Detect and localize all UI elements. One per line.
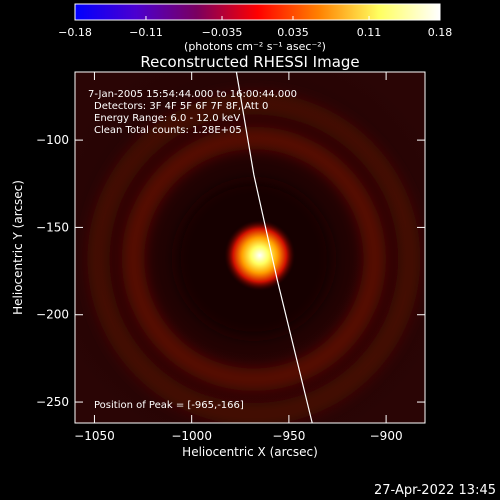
x-tick-label: −900 — [370, 429, 403, 443]
y-tick-label: −250 — [36, 395, 69, 409]
emission-ring — [122, 127, 386, 391]
colorbar: −0.18 −0.11 −0.035 0.035 0.11 0.18 (photons c… — [58, 3, 452, 53]
colorbar-tick-label: −0.035 — [202, 26, 243, 39]
energy-range-text: Energy Range: 6.0 - 12.0 keV — [94, 113, 240, 124]
solar-limb-line — [235, 72, 313, 423]
chart-title: Reconstructed RHESSI Image — [140, 53, 359, 71]
plot-area — [75, 72, 425, 423]
timestamp: 27-Apr-2022 13:45 — [374, 483, 496, 498]
clean-counts-text: Clean Total counts: 1.28E+05 — [94, 125, 242, 136]
y-tick-label: −200 — [36, 308, 69, 322]
x-axis-label: Heliocentric X (arcsec) — [182, 445, 318, 459]
x-tick-label: −1000 — [171, 429, 212, 443]
plot-frame — [74, 71, 426, 424]
flare-source — [224, 219, 296, 291]
info-annotations: 7-Jan-2005 15:54:44.000 to 16:00:44.000 … — [88, 89, 297, 411]
detectors-text: Detectors: 3F 4F 5F 6F 7F 8F, Att 0 — [94, 101, 268, 112]
y-axis-label: Heliocentric Y (arcsec) — [11, 180, 25, 315]
y-tick-label: −150 — [36, 220, 69, 234]
y-tick-label: −100 — [36, 133, 69, 147]
emission-ring — [87, 92, 421, 423]
x-tick-label: −1050 — [74, 429, 115, 443]
colorbar-tick-label: 0.11 — [357, 26, 382, 39]
colorbar-tick-label: 0.035 — [277, 26, 309, 39]
y-axis: −100 −150 −200 −250 — [36, 133, 425, 409]
colorbar-tick-label: 0.18 — [428, 26, 453, 39]
peak-position-text: Position of Peak = [-965,-166] — [94, 400, 244, 411]
colorbar-tick-label: −0.11 — [129, 26, 163, 39]
time-range-text: 7-Jan-2005 15:54:44.000 to 16:00:44.000 — [88, 89, 297, 100]
colorbar-tick-label: −0.18 — [58, 26, 92, 39]
colorbar-gradient — [74, 3, 441, 21]
colorbar-units-label: (photons cm⁻² s⁻¹ asec⁻²) — [184, 40, 326, 53]
x-tick-label: −950 — [272, 429, 305, 443]
colorbar-ticks: −0.18 −0.11 −0.035 0.035 0.11 0.18 — [58, 16, 452, 39]
x-axis: −1050 −1000 −950 −900 — [74, 72, 403, 443]
